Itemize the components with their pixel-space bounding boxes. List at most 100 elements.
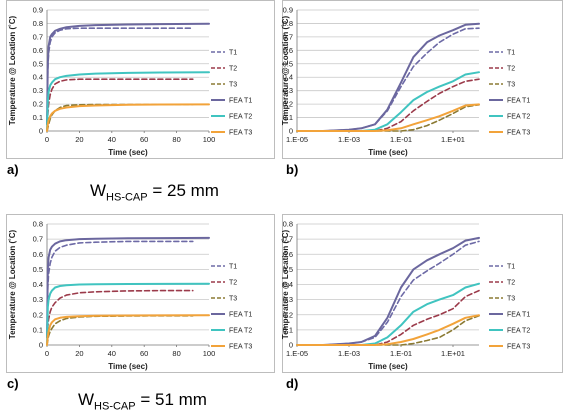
y-tick-label: 0.4: [33, 280, 43, 289]
y-tick-label: 0.2: [283, 310, 293, 319]
x-tick-label: 40: [108, 349, 116, 358]
series-line-fea-t2: [46, 282, 210, 346]
y-tick-label: 0.1: [283, 113, 293, 122]
y-axis-title: Temperature @ Location (˚C): [8, 15, 17, 125]
caption-prefix: W: [78, 390, 95, 409]
legend-label: FEA T2: [229, 114, 252, 121]
x-tick-label: 60: [140, 349, 148, 358]
y-axis-title: Temperature @ Location (˚C): [281, 229, 290, 339]
y-tick-label: 0.5: [283, 59, 293, 68]
y-axis-title: Temperature @ Location (˚C): [8, 229, 17, 339]
y-tick-label: 0.8: [283, 220, 293, 229]
y-tick-label: 0: [289, 127, 293, 136]
series-line-t3: [296, 315, 480, 346]
x-tick-label: 80: [172, 135, 180, 144]
y-tick-label: 0.4: [283, 280, 293, 289]
series-line-fea-t2: [296, 71, 480, 132]
caption-value: = 51 mm: [135, 390, 207, 409]
legend-label: FEA T3: [507, 344, 530, 351]
chart-panel-b: 0 0.1 0.2 0.3 0.4 0.5 0.6 0.7 0.8 0.9 1.E-05 1.E-03…: [281, 0, 563, 177]
legend-label: T2: [507, 66, 515, 73]
series-line-fea-t2: [46, 71, 210, 132]
chart-panel-d: 0 0.1 0.2 0.3 0.4 0.5 0.6 0.7 0.8 1.E-05 1.E-03 1.E…: [281, 214, 563, 391]
x-tick-label: 1.E+01: [441, 135, 465, 144]
legend-label: T3: [229, 296, 237, 303]
legend-label: T1: [229, 50, 237, 57]
legend-label: FEA T2: [229, 328, 252, 335]
y-tick-label: 0.8: [283, 19, 293, 28]
series-line-t1: [46, 240, 194, 339]
y-tick-label: 0: [289, 341, 293, 350]
series-line-fea-t3: [296, 103, 480, 132]
x-tick-label: 1.E-03: [338, 135, 360, 144]
y-tick-label: 0.6: [283, 250, 293, 259]
x-tick-label: 60: [140, 135, 148, 144]
series-line-t2: [46, 289, 194, 346]
series-line-fea-t3: [46, 103, 210, 132]
legend-label: T2: [229, 280, 237, 287]
y-tick-label: 0.7: [283, 32, 293, 41]
y-tick-label: 0.2: [33, 100, 43, 109]
chart-d: 0 0.1 0.2 0.3 0.4 0.5 0.6 0.7 0.8 1.E-05 1.E-03 1.E…: [281, 220, 530, 372]
y-tick-label: 0.3: [33, 86, 43, 95]
legend-label: FEA T1: [507, 312, 530, 319]
y-tick-label: 0.6: [33, 46, 43, 55]
x-tick-label: 0: [45, 135, 49, 144]
series-line-t1: [296, 240, 480, 346]
legend-label: FEA T1: [229, 312, 252, 319]
legend-label: T1: [229, 264, 237, 271]
series-line-fea-t1: [46, 22, 210, 126]
caption-subscript: HS-CAP: [94, 400, 136, 413]
legend-label: FEA T3: [507, 130, 530, 137]
y-tick-label: 0.8: [33, 19, 43, 28]
x-tick-label: 40: [108, 135, 116, 144]
chart-panel-a: 0 0.1 0.2 0.3 0.4 0.5 0.6 0.7 0.8 0.9 0 20 40 60 80 100…: [0, 0, 275, 177]
chart-a: 0 0.1 0.2 0.3 0.4 0.5 0.6 0.7 0.8 0.9 0 20 40 60 80 100…: [8, 6, 252, 158]
x-tick-label: 1.E-05: [286, 135, 308, 144]
x-tick-label: 0: [45, 349, 49, 358]
x-axis-title: Time (sec): [368, 362, 408, 371]
series-line-fea-t3: [296, 314, 480, 346]
y-tick-label: 0.4: [283, 73, 293, 82]
x-tick-label: 80: [172, 349, 180, 358]
series-line-t1: [296, 27, 480, 132]
legend-label: T2: [229, 66, 237, 73]
legend-label: FEA T1: [229, 98, 252, 105]
x-tick-label: 1.E-01: [390, 135, 412, 144]
y-tick-label: 0.7: [283, 235, 293, 244]
y-tick-label: 0.2: [33, 310, 43, 319]
x-tick-label: 1.E-05: [286, 349, 308, 358]
y-tick-label: 0: [39, 127, 43, 136]
legend-label: FEA T2: [507, 114, 530, 121]
y-tick-label: 0.3: [283, 86, 293, 95]
y-tick-label: 0.2: [283, 100, 293, 109]
panel-label-a: a): [7, 162, 19, 177]
y-tick-label: 0.5: [33, 265, 43, 274]
x-tick-label: 20: [75, 135, 83, 144]
y-tick-label: 0.5: [283, 265, 293, 274]
y-tick-label: 0.1: [33, 113, 43, 122]
x-tick-label: 100: [203, 349, 216, 358]
y-axis-title: Temperature @ Location (˚C): [281, 15, 290, 125]
chart-frame: [6, 214, 275, 373]
y-tick-label: 0.1: [33, 325, 43, 334]
y-tick-label: 0.8: [33, 220, 43, 229]
panel-label-b: b): [286, 162, 299, 177]
series-line-fea-t1: [46, 236, 210, 339]
x-axis-title: Time (sec): [108, 362, 148, 371]
legend-label: FEA T3: [229, 130, 252, 137]
x-tick-label: 1.E-01: [390, 349, 412, 358]
y-tick-label: 0.7: [33, 32, 43, 41]
y-tick-label: 0.1: [283, 325, 293, 334]
legend-label: T1: [507, 50, 515, 57]
caption-width-51: WHS-CAP = 51 mm: [78, 390, 207, 412]
y-tick-label: 0: [39, 341, 43, 350]
legend-label: T3: [229, 82, 237, 89]
y-tick-label: 0.9: [33, 6, 43, 15]
legend-label: T3: [507, 82, 515, 89]
series-line-fea-t3: [46, 314, 210, 346]
legend-label: FEA T2: [507, 328, 530, 335]
x-tick-label: 1.E+01: [441, 349, 465, 358]
y-tick-label: 0.3: [33, 295, 43, 304]
x-tick-label: 1.E-03: [338, 349, 360, 358]
